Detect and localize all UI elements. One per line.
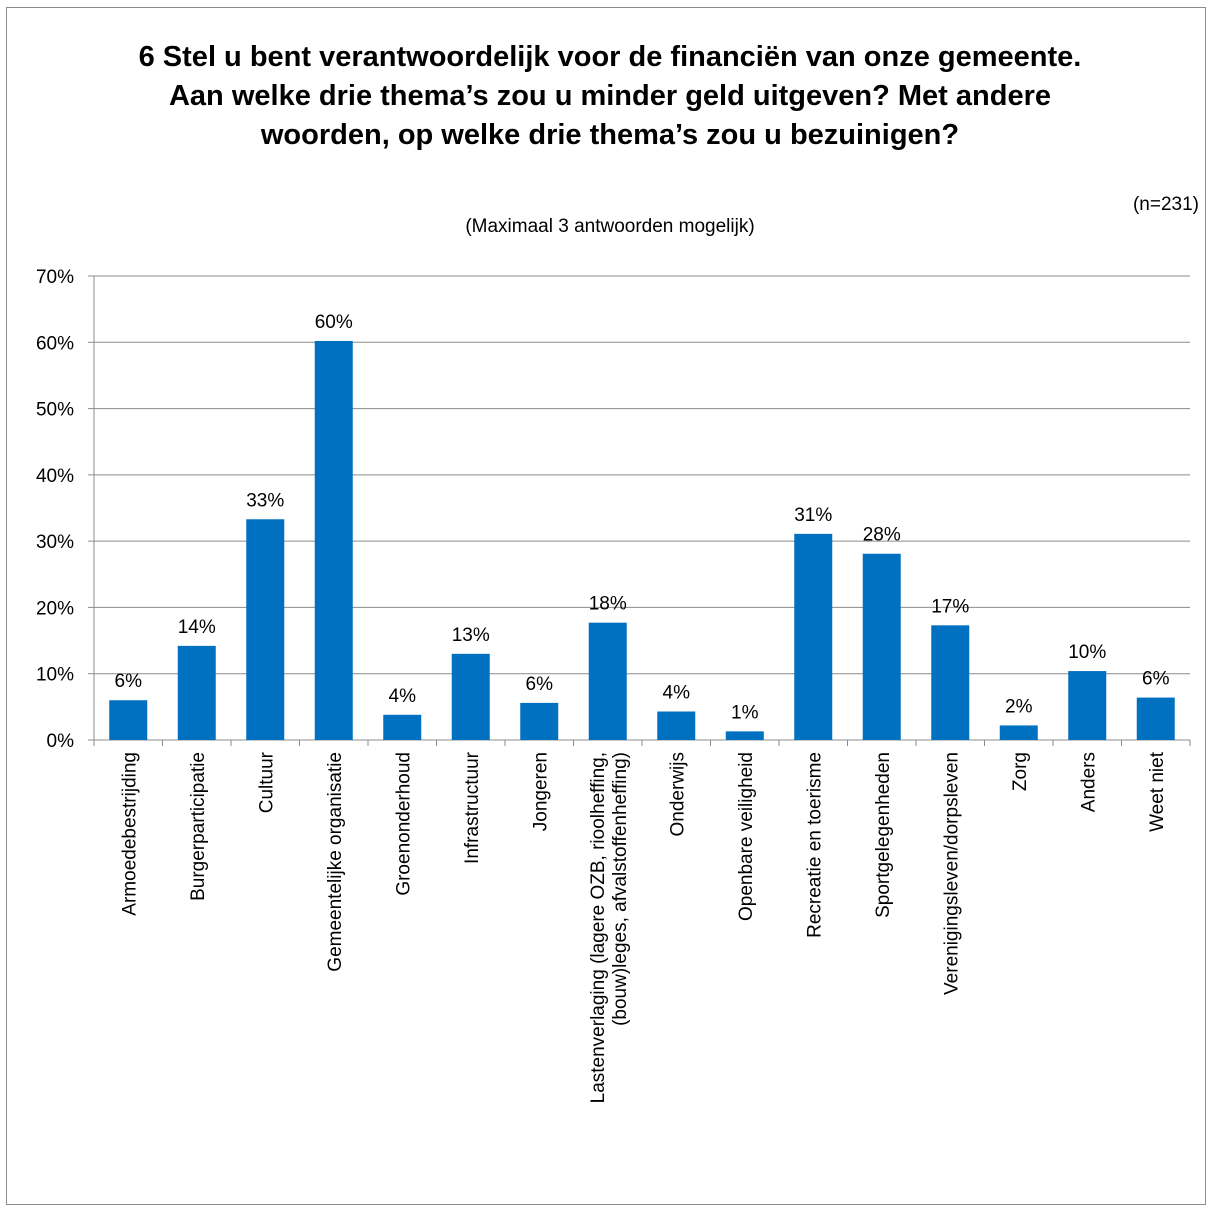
- data-label: 4%: [663, 682, 691, 703]
- data-label: 6%: [526, 674, 554, 695]
- data-label: 10%: [1068, 642, 1106, 663]
- chart-title: 6 Stel u bent verantwoordelijk voor de f…: [138, 41, 1082, 151]
- bar: [794, 533, 833, 740]
- data-label: 6%: [1142, 669, 1170, 690]
- y-tick-label: 70%: [36, 267, 74, 288]
- x-tick-label-line: Openbare veiligheid: [736, 752, 757, 921]
- data-label: 4%: [389, 686, 417, 707]
- x-tick-label: Infrastructuur: [462, 751, 483, 864]
- x-tick-label-line: Infrastructuur: [462, 751, 483, 864]
- bar: [314, 340, 353, 740]
- x-tick-label: Cultuur: [256, 751, 277, 813]
- data-label: 31%: [794, 505, 832, 526]
- bar: [862, 553, 901, 740]
- x-tick-label-line: Jongeren: [530, 752, 551, 831]
- x-tick-label-line: Groenonderhoud: [393, 752, 414, 896]
- x-tick-label: Verenigingsleven/dorpsleven: [941, 752, 962, 995]
- x-tick-label: Anders: [1078, 752, 1099, 812]
- x-tick-label-line: Recreatie en toerisme: [804, 752, 825, 938]
- x-tick-label-line: Zorg: [1010, 752, 1031, 791]
- x-tick-label: Jongeren: [530, 752, 551, 831]
- chart-frame: [6, 7, 1206, 1205]
- x-tick-label: Openbare veiligheid: [736, 752, 757, 921]
- data-label: 17%: [931, 596, 969, 617]
- x-tick-label-line: Weet niet: [1147, 751, 1168, 832]
- bar: [657, 711, 696, 740]
- data-label: 13%: [452, 625, 490, 646]
- bar: [451, 653, 490, 740]
- x-tick-label-line: Gemeentelijke organisatie: [325, 752, 346, 972]
- x-tick-label: Armoedebestrijding: [119, 752, 140, 916]
- x-tick-label: Sportgelegenheden: [873, 752, 894, 918]
- x-tick-label: Gemeentelijke organisatie: [325, 752, 346, 972]
- y-tick-label: 10%: [36, 665, 74, 686]
- data-label: 18%: [589, 594, 627, 615]
- data-label: 6%: [115, 671, 143, 692]
- data-label: 28%: [863, 525, 901, 546]
- x-tick-label: Recreatie en toerisme: [804, 752, 825, 938]
- x-tick-label: Zorg: [1010, 752, 1031, 791]
- bar: [1068, 671, 1107, 740]
- bar: [520, 702, 559, 740]
- bar: [177, 645, 216, 740]
- x-tick-label-line: Verenigingsleven/dorpsleven: [941, 752, 962, 995]
- y-tick-label: 40%: [36, 466, 74, 487]
- x-tick-label-line: Cultuur: [256, 751, 277, 813]
- data-label: 14%: [178, 617, 216, 638]
- sample-size-note: (n=231): [1132, 194, 1199, 215]
- x-tick-label: Lastenverlaging (lagere OZB, rioolheffin…: [588, 752, 631, 1103]
- bar: [109, 700, 148, 740]
- y-tick-label: 50%: [36, 400, 74, 421]
- y-tick-label: 30%: [36, 532, 74, 553]
- chart-subtitle: (Maximaal 3 antwoorden mogelijk): [465, 216, 755, 237]
- data-label: 1%: [731, 702, 759, 723]
- data-label: 2%: [1005, 696, 1033, 717]
- bar: [383, 714, 422, 740]
- x-tick-label-line: Lastenverlaging (lagere OZB, rioolheffin…: [588, 752, 609, 1103]
- bar: [931, 625, 970, 740]
- x-tick-label: Burgerparticipatie: [188, 752, 209, 901]
- bar: [246, 519, 285, 740]
- x-tick-label-line: Anders: [1078, 752, 1099, 812]
- x-tick-label-line: Sportgelegenheden: [873, 752, 894, 918]
- x-tick-label-line: Burgerparticipatie: [188, 752, 209, 901]
- bar: [725, 731, 764, 740]
- data-label: 60%: [315, 312, 353, 333]
- y-tick-label: 0%: [47, 731, 75, 752]
- bar: [999, 725, 1038, 740]
- x-tick-label: Groenonderhoud: [393, 752, 414, 896]
- y-tick-label: 60%: [36, 333, 74, 354]
- bar: [1136, 697, 1175, 740]
- data-label: 33%: [246, 490, 284, 511]
- x-tick-label: Weet niet: [1147, 751, 1168, 832]
- x-tick-label-line: Onderwijs: [667, 752, 688, 836]
- x-tick-label-line: (bouw)leges, afvalstoffenheffing): [610, 752, 631, 1026]
- x-tick-label: Onderwijs: [667, 752, 688, 836]
- x-tick-label-line: Armoedebestrijding: [119, 752, 140, 916]
- bar: [588, 622, 627, 740]
- y-tick-label: 20%: [36, 598, 74, 619]
